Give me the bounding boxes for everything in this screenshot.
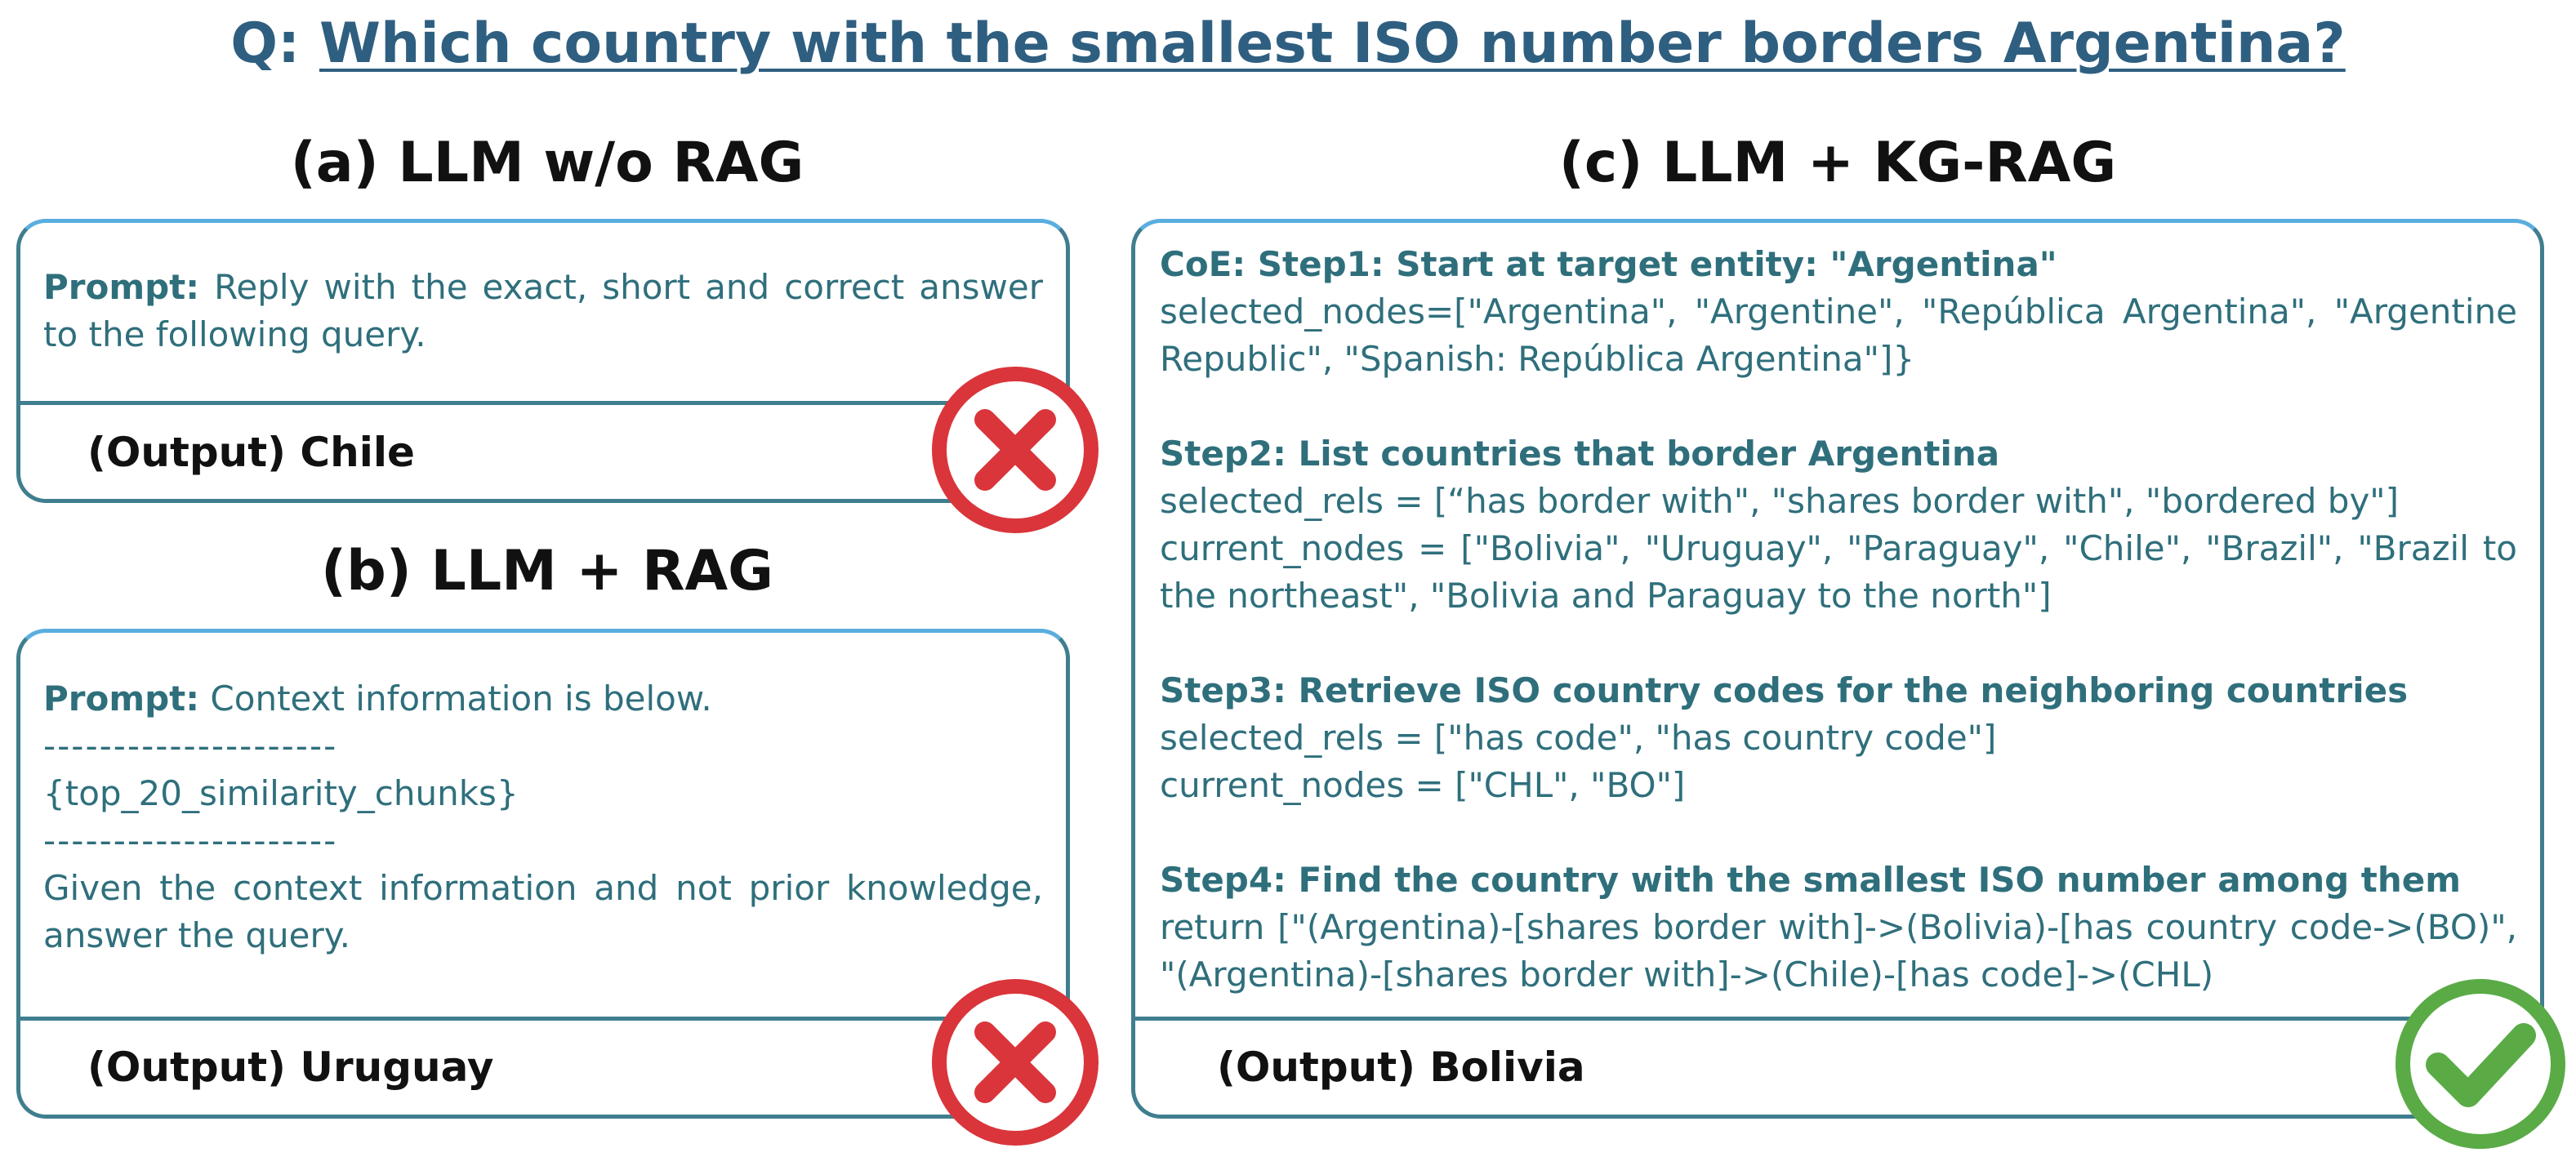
cross-icon: [932, 367, 1099, 533]
panel-b-output: (Output) Uruguay: [87, 1044, 494, 1091]
step3-title: Step3: Retrieve ISO country codes for th…: [1160, 670, 2409, 710]
panel-b-title: (b) LLM + RAG: [321, 539, 773, 603]
panel-a-prompt: Prompt: Reply with the exact, short and …: [43, 264, 1043, 358]
panel-b-instruction: Given the context information and not pr…: [43, 868, 1043, 955]
step3-rels: selected_rels = ["has code", "has countr…: [1160, 718, 1997, 758]
panel-c: CoE: Step1: Start at target entity: "Arg…: [1131, 219, 2544, 1119]
step4-return: return ["(Argentina)-[shares border with…: [1160, 907, 2517, 995]
panel-b-prompt-line1: Context information is below.: [210, 679, 712, 719]
cross-icon: [932, 979, 1099, 1146]
step4-title: Step4: Find the country with the smalles…: [1160, 860, 2462, 900]
panel-b: Prompt: Context information is below. --…: [16, 629, 1070, 1119]
question-prefix: Q:: [230, 11, 301, 76]
panel-c-divider: [1135, 1017, 2540, 1021]
panel-b-prompt-label: Prompt:: [43, 679, 200, 719]
panel-a-title: (a) LLM w/o RAG: [290, 131, 804, 195]
step2-nodes: current_nodes = ["Bolivia", "Uruguay", "…: [1160, 528, 2517, 616]
panel-b-separator-bottom: ---------------------: [43, 821, 338, 861]
step2-rels: selected_rels = [“has border with", "sha…: [1160, 481, 2400, 521]
panel-a: Prompt: Reply with the exact, short and …: [16, 219, 1070, 503]
panel-b-chunks: {top_20_similarity_chunks}: [43, 773, 519, 813]
panel-b-prompt: Prompt: Context information is below.: [43, 675, 1043, 723]
step1-title: CoE: Step1: Start at target entity: "Arg…: [1160, 244, 2057, 284]
panel-a-prompt-text: Reply with the exact, short and correct …: [43, 267, 1043, 354]
step2-title: Step2: List countries that border Argent…: [1160, 434, 2000, 474]
panel-c-output: (Output) Bolivia: [1217, 1044, 1585, 1091]
question-heading: Q: Which country with the smallest ISO n…: [0, 11, 2576, 76]
step1-nodes: selected_nodes=["Argentina", "Argentine"…: [1160, 292, 2517, 379]
panel-b-divider: [20, 1017, 1066, 1021]
check-icon: [2396, 979, 2565, 1149]
question-text: Which country with the smallest ISO numb…: [319, 11, 2346, 76]
panel-b-separator-top: ---------------------: [43, 726, 338, 766]
step3-nodes: current_nodes = ["CHL", "BO"]: [1160, 765, 1686, 805]
panel-a-prompt-label: Prompt:: [43, 267, 200, 307]
panel-c-title: (c) LLM + KG-RAG: [1558, 131, 2117, 195]
panel-a-output: (Output) Chile: [87, 429, 415, 476]
panel-a-divider: [20, 401, 1066, 405]
